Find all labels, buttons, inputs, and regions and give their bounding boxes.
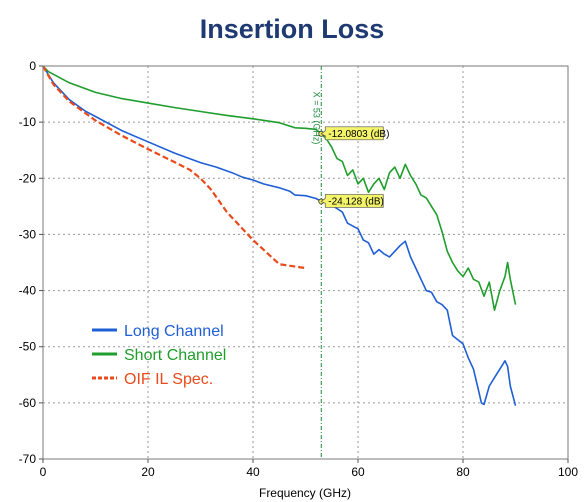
callout-box [320,126,384,141]
y-tick-label: 0 [29,59,36,73]
x-axis-title: Frequency (GHz) [259,486,351,500]
series-line-1 [42,65,517,406]
x-tick-label: 20 [141,465,155,479]
legend-label-2: Short Channel [124,347,226,364]
y-tick-label: -40 [19,284,37,298]
y-tick-label: -20 [19,171,37,185]
x-tick-label: 0 [40,465,47,479]
series-layer [42,65,517,406]
callout-value: -24.128 (dB) [328,196,384,207]
plot-frame [42,65,569,460]
series-line-3 [42,65,306,270]
chart-title: Insertion Loss [199,14,385,44]
x-tick-label: 100 [558,465,578,479]
x-tick-label: 40 [246,465,260,479]
legend: Long Channel Short Channel OIF IL Spec. [92,323,226,388]
callout-value: -12.0803 (dB) [328,129,389,140]
legend-label-3: OIF IL Spec. [124,371,213,388]
plot-background [43,66,568,459]
frequency-marker-label: X = 53 (GHz) [311,92,321,145]
x-tick-label: 80 [456,465,470,479]
axes: 0 20 40 60 80 100 0 -10 -20 -30 -40 -50 -60 -70 [19,59,579,479]
series-line-2 [42,65,517,312]
legend-label-1: Long Channel [124,323,224,340]
annotation-layer: X = 53 (GHz) -12.0803 (dB) -24.128 (dB) [311,66,389,459]
y-tick-label: -70 [19,452,37,466]
y-tick-label: -60 [19,396,37,410]
y-tick-label: -30 [19,227,37,241]
callout-box [320,194,384,208]
y-tick-label: -10 [19,115,37,129]
y-tick-label: -50 [19,340,37,354]
x-tick-label: 60 [351,465,365,479]
